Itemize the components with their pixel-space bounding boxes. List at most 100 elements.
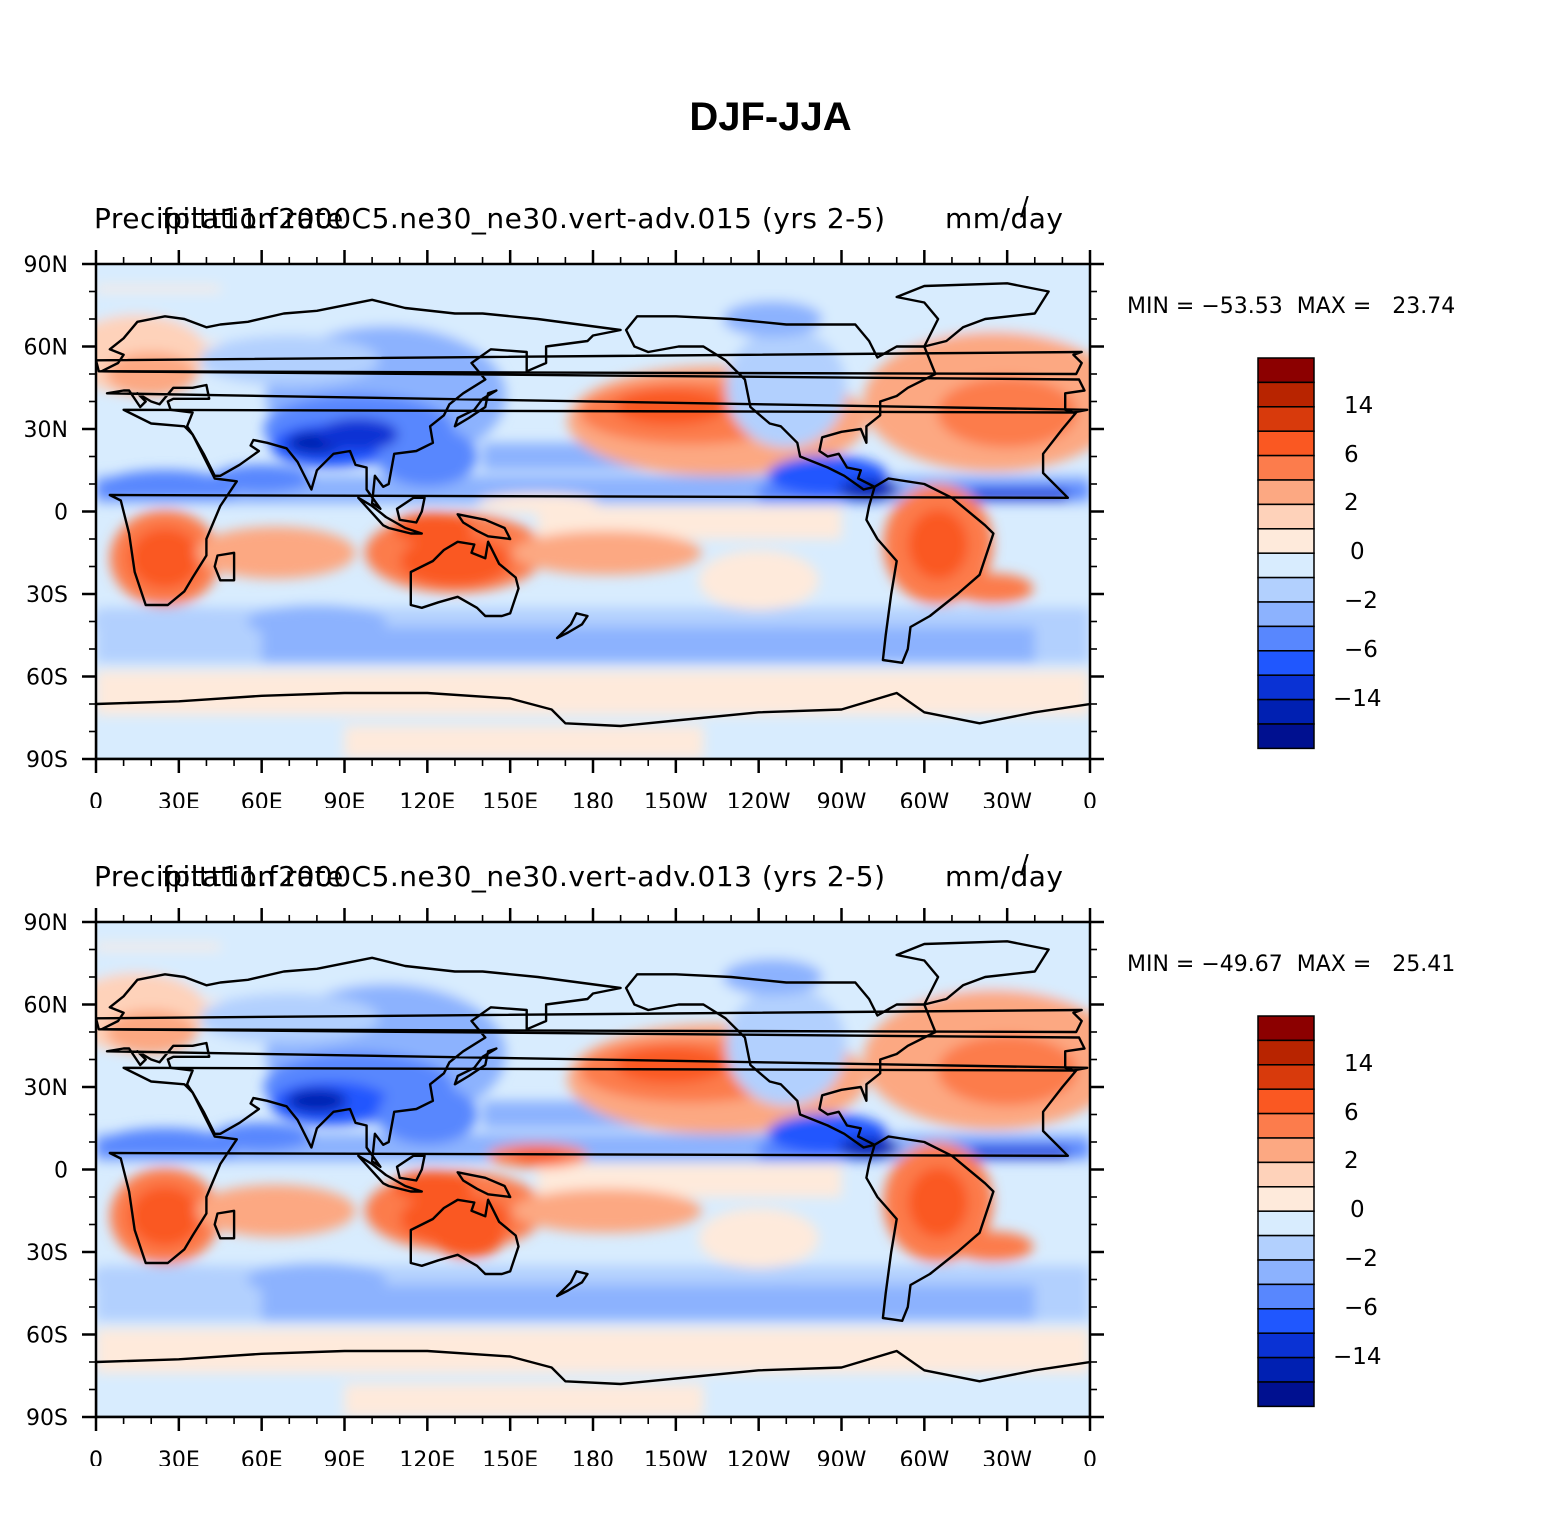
lon-tick-label: 180 xyxy=(572,1448,614,1466)
lat-tick-label: 30N xyxy=(24,1076,68,1101)
coastline-uk xyxy=(96,350,1083,376)
lat-tick-label: 60S xyxy=(26,1324,68,1349)
precip-anomaly-region xyxy=(706,626,867,655)
lon-tick-label: 60E xyxy=(241,1448,283,1466)
colorbar-label: −14 xyxy=(1333,685,1382,712)
colorbar-swatch xyxy=(1257,454,1315,481)
precip-anomaly-region xyxy=(722,301,823,337)
north-america-region xyxy=(726,985,847,1106)
max-value: MAX = 23.74 xyxy=(1296,294,1456,319)
precip-anomaly-region xyxy=(286,1088,347,1113)
lat-tick-label: 60S xyxy=(26,666,68,691)
lon-tick-label: 120E xyxy=(399,790,455,808)
precip-anomaly-region xyxy=(512,1149,563,1162)
precip-field xyxy=(96,264,1090,759)
map-panel-bottom: Precipitation rate fpitt11.f2000C5.ne30_… xyxy=(0,846,1541,1466)
lon-tick-label: 30W xyxy=(982,1448,1032,1466)
lon-tick-label: 30E xyxy=(158,1448,200,1466)
coastline-south-america xyxy=(865,477,995,664)
coastline-north-america xyxy=(624,973,937,1149)
colorbar-swatch xyxy=(1257,1015,1315,1042)
colorbar-swatch xyxy=(1257,1356,1315,1383)
antarctic-coast-band xyxy=(96,671,1090,715)
colorbar-swatch xyxy=(1257,1332,1315,1359)
lon-tick-label: 150W xyxy=(644,790,708,808)
west-pacific-anomaly xyxy=(477,493,598,514)
lat-tick-label: 30S xyxy=(26,1241,68,1266)
coastline-borneo xyxy=(395,496,426,524)
colorbar-swatch xyxy=(1257,1088,1315,1115)
colorbar xyxy=(1257,357,1315,750)
colorbar-swatch xyxy=(1257,698,1315,725)
panel-title-left: Precipitation rate xyxy=(94,202,344,235)
precip-field xyxy=(96,922,1090,1417)
sahel-region xyxy=(105,470,226,498)
colorbar-swatch xyxy=(1257,576,1315,603)
coastline-madagascar xyxy=(213,551,236,582)
precip-anomaly-region xyxy=(377,426,478,487)
precip-anomaly-region xyxy=(839,479,900,500)
lat-tick-label: 30S xyxy=(26,583,68,608)
precip-anomaly-region xyxy=(698,1208,819,1269)
lat-tick-label: 60N xyxy=(24,336,68,361)
lat-tick-label: 90S xyxy=(26,1406,68,1431)
lat-tick-label: 90S xyxy=(26,748,68,773)
precip-anomaly-region xyxy=(722,959,823,995)
lat-tick-label: 90N xyxy=(24,253,68,278)
north-america-region xyxy=(726,327,847,448)
lon-tick-label: 0 xyxy=(1083,790,1097,808)
coastline-antarctica xyxy=(96,691,1090,759)
lat-tick-label: 0 xyxy=(54,1159,68,1184)
lon-tick-label: 0 xyxy=(89,1448,103,1466)
coastline-africa xyxy=(108,1066,1078,1265)
colorbar-swatch xyxy=(1257,674,1315,701)
lat-tick-label: 0 xyxy=(54,501,68,526)
min-value: MIN = −53.53 xyxy=(1127,294,1283,319)
coastline-africa xyxy=(108,408,1078,607)
coastline-north-america xyxy=(624,315,937,491)
axis-ticks: 90N 60N 30N 0 30S 60S 90S 0 30E 60E 90E 120E 150E 180… xyxy=(24,908,1104,1466)
colorbar-label: 14 xyxy=(1344,1050,1374,1077)
coastline-europe xyxy=(100,956,1089,1168)
lat-tick-label: 90N xyxy=(24,911,68,936)
lat-tick-label: 60N xyxy=(24,994,68,1019)
figure-title: DJF-JJA xyxy=(689,95,852,139)
precip-anomaly-region xyxy=(433,1218,504,1259)
coastline-new-guinea xyxy=(456,1171,512,1199)
panel-title-units-extra: / xyxy=(1020,192,1029,222)
arabian-sea-region xyxy=(211,464,312,493)
colorbar-swatch xyxy=(1257,1308,1315,1334)
precip-map: 90N 60N 30N 0 30S 60S 90S 0 30E 60E 90E 120E 150E 180… xyxy=(24,908,1104,1466)
lon-tick-label: 120W xyxy=(727,1448,791,1466)
precip-anomaly-band xyxy=(96,291,1090,341)
colorbar-swatch xyxy=(1257,503,1315,530)
coastline-greenland xyxy=(895,940,1050,1006)
antarctic-coast-band xyxy=(96,1329,1090,1373)
lon-tick-label: 60W xyxy=(899,1448,949,1466)
antarctic-interior-band xyxy=(344,726,704,759)
coastline-new-zealand xyxy=(555,612,589,640)
precip-anomaly-region xyxy=(839,1137,900,1158)
precip-map: 90N 60N 30N 0 30S 60S 90S 0 30E 60E 90E 120E 150E 180… xyxy=(24,250,1104,808)
axis-ticks: 90N 60N 30N 0 30S 60S 90S 0 30E 60E 90E 120E 150E 180… xyxy=(24,250,1104,808)
colorbar-swatch xyxy=(1257,528,1315,554)
precip-anomaly-region xyxy=(106,1010,197,1054)
colorbar-swatch xyxy=(1257,1259,1315,1286)
south-pacific-region xyxy=(511,1188,702,1233)
colorbar-label: 0 xyxy=(1350,539,1365,566)
colorbar xyxy=(1257,1015,1315,1408)
precip-anomaly-band xyxy=(261,1285,1035,1321)
precip-anomaly-region xyxy=(96,606,269,637)
precip-anomaly-region xyxy=(246,1263,387,1296)
coastline-south-america xyxy=(865,1135,995,1322)
lon-tick-label: 90W xyxy=(817,790,867,808)
coastlines xyxy=(96,282,1090,759)
colorbar-swatch xyxy=(1257,1137,1315,1164)
lon-tick-label: 60E xyxy=(241,790,283,808)
panel-title-units: mm/day xyxy=(945,202,1064,235)
lon-tick-label: 150E xyxy=(482,1448,538,1466)
lon-tick-label: 90E xyxy=(324,1448,366,1466)
coastline-new-zealand xyxy=(555,1270,589,1298)
colorbar-swatch xyxy=(1257,601,1315,628)
lon-tick-label: 90W xyxy=(817,1448,867,1466)
